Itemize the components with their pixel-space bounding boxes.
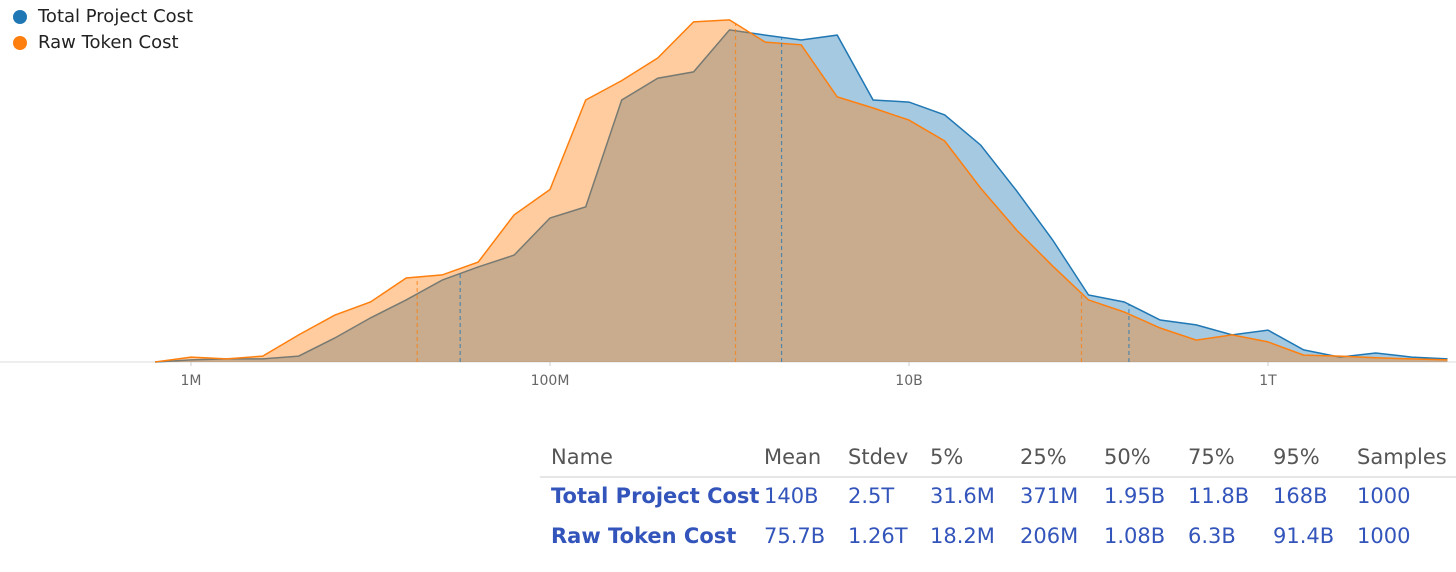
table-cell: 11.8B <box>1188 484 1249 508</box>
table-cell: 371M <box>1020 484 1078 508</box>
table-cell: 91.4B <box>1273 524 1334 548</box>
table-cell: 18.2M <box>930 524 995 548</box>
table-header: 50% <box>1104 445 1151 469</box>
table-header: 5% <box>930 445 963 469</box>
table-cell: 168B <box>1273 484 1328 508</box>
density-area <box>155 19 1448 363</box>
table-header: Samples <box>1357 445 1447 469</box>
x-tick-label: 1T <box>1259 373 1277 389</box>
table-cell: 1000 <box>1357 524 1410 548</box>
table-cell: 75.7B <box>764 524 825 548</box>
table-header: 25% <box>1020 445 1067 469</box>
x-tick-label: 10B <box>895 373 922 389</box>
table-header: 75% <box>1188 445 1235 469</box>
table-cell: 1.26T <box>848 524 908 548</box>
density-area <box>155 29 1448 363</box>
table-cell: 1.08B <box>1104 524 1165 548</box>
table-header: Name <box>551 445 613 469</box>
table-cell: 2.5T <box>848 484 894 508</box>
legend-label: Raw Token Cost <box>38 32 179 53</box>
table-cell: 206M <box>1020 524 1078 548</box>
table-cell: 140B <box>764 484 819 508</box>
row-name: Total Project Cost <box>551 484 759 508</box>
table-header: Mean <box>764 445 821 469</box>
legend-label: Total Project Cost <box>37 6 193 27</box>
legend-marker <box>13 36 27 50</box>
table-header: 95% <box>1273 445 1320 469</box>
row-name: Raw Token Cost <box>551 524 736 548</box>
table-cell: 31.6M <box>930 484 995 508</box>
legend-marker <box>13 10 27 24</box>
table-cell: 1000 <box>1357 484 1410 508</box>
x-tick-label: 1M <box>181 373 202 389</box>
table-header: Stdev <box>848 445 908 469</box>
table-cell: 6.3B <box>1188 524 1236 548</box>
density-line <box>154 19 1448 363</box>
table-cell: 1.95B <box>1104 484 1165 508</box>
x-tick-label: 100M <box>531 373 570 389</box>
